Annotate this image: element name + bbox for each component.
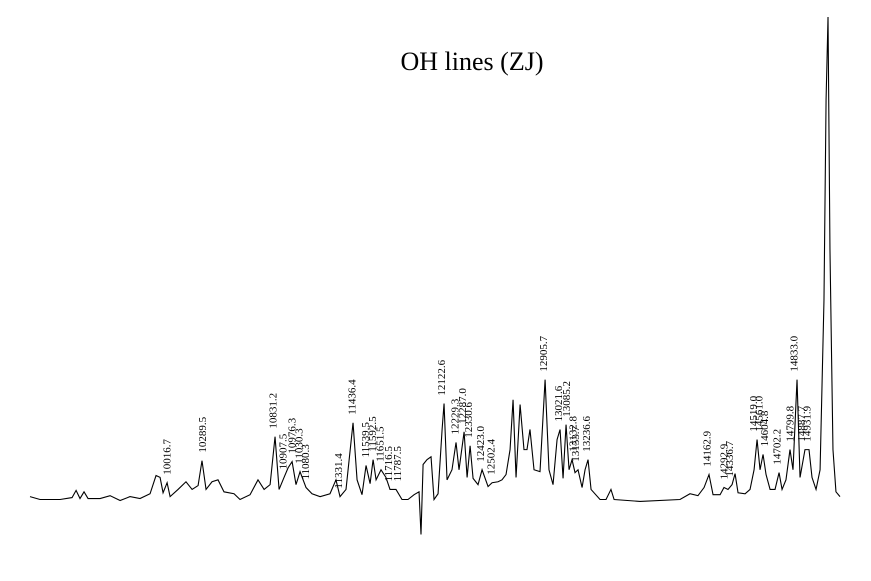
line-label: 10289.5 xyxy=(197,416,209,452)
line-label: 11716.5 xyxy=(383,446,395,482)
line-label: 14336.7 xyxy=(724,440,736,476)
line-label: 13236.6 xyxy=(581,415,593,451)
line-label: 10907.5 xyxy=(278,433,290,469)
line-label: 14799.8 xyxy=(784,405,796,441)
line-label: 12229.3 xyxy=(450,398,462,434)
line-label: 11030.3 xyxy=(294,428,306,464)
line-label: 11592.5 xyxy=(367,416,379,452)
line-label: 14561.0 xyxy=(753,395,765,431)
line-label: 12287.0 xyxy=(457,388,469,424)
line-label: 14887.7 xyxy=(796,405,808,441)
line-label: 13132.8 xyxy=(567,415,579,451)
line-label: 14292.9 xyxy=(718,443,730,479)
line-label: 10976.3 xyxy=(287,417,299,453)
spectrum-line xyxy=(29,16,841,535)
line-label: 14702.2 xyxy=(772,429,784,465)
line-label: 13021.6 xyxy=(553,385,565,421)
line-label: 11651.5 xyxy=(374,426,386,462)
line-label: 12122.6 xyxy=(436,359,448,395)
line-label: 14604.8 xyxy=(759,410,771,446)
line-label: 14833.0 xyxy=(789,335,801,371)
line-label: 14162.9 xyxy=(701,430,713,466)
chart-title: OH lines (ZJ) xyxy=(401,47,544,76)
line-label: 13085.2 xyxy=(561,381,573,417)
line-label: 12330.6 xyxy=(463,402,475,438)
line-label: 12905.7 xyxy=(538,335,550,371)
line-label: 12502.4 xyxy=(485,438,497,474)
line-label: 14519.0 xyxy=(748,395,760,431)
line-label: 10831.2 xyxy=(268,393,280,429)
line-label: 10016.7 xyxy=(162,438,174,474)
line-label: 11539.5 xyxy=(360,422,372,458)
line-label: 12423.0 xyxy=(475,426,487,462)
line-label: 11787.5 xyxy=(392,446,404,482)
line-label: 13153.7 xyxy=(570,426,582,462)
line-label: 11331.4 xyxy=(333,453,345,489)
line-label: 11080.3 xyxy=(300,444,312,480)
line-label: 14931.9 xyxy=(802,405,814,441)
line-label: 11436.4 xyxy=(346,379,358,415)
